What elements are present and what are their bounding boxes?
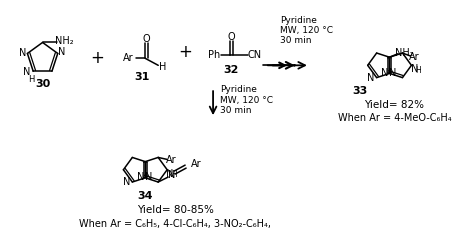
Text: N: N xyxy=(382,68,389,78)
Text: N: N xyxy=(168,170,176,180)
Text: N: N xyxy=(166,169,174,179)
Text: When Ar = 4-MeO-C₆H₄: When Ar = 4-MeO-C₆H₄ xyxy=(337,113,451,123)
Text: Pyridine
MW, 120 °C
30 min: Pyridine MW, 120 °C 30 min xyxy=(280,16,333,45)
Text: N: N xyxy=(58,48,65,58)
Text: 33: 33 xyxy=(352,86,367,96)
Text: N: N xyxy=(145,172,152,182)
Text: Yield= 82%: Yield= 82% xyxy=(365,100,425,110)
Text: 31: 31 xyxy=(135,72,150,82)
Text: N: N xyxy=(389,68,397,78)
Text: H: H xyxy=(171,170,177,179)
Text: When Ar = C₆H₅, 4-Cl-C₆H₄, 3-NO₂-C₆H₄,: When Ar = C₆H₅, 4-Cl-C₆H₄, 3-NO₂-C₆H₄, xyxy=(79,220,271,229)
Text: +: + xyxy=(178,43,192,61)
Text: O: O xyxy=(143,35,150,45)
Text: N: N xyxy=(123,177,130,187)
Text: O: O xyxy=(227,33,235,42)
Text: 34: 34 xyxy=(137,191,153,201)
Text: Pyridine
MW, 120 °C
30 min: Pyridine MW, 120 °C 30 min xyxy=(220,85,273,115)
Text: Ar: Ar xyxy=(123,53,134,63)
Text: NH₂: NH₂ xyxy=(55,37,74,47)
Text: H: H xyxy=(158,62,166,72)
Text: Ar: Ar xyxy=(166,155,176,165)
Text: Ar: Ar xyxy=(409,52,420,62)
Text: N: N xyxy=(23,67,30,77)
Text: CN: CN xyxy=(248,50,262,60)
Text: Ph: Ph xyxy=(208,50,220,60)
Text: 30: 30 xyxy=(35,79,50,89)
Text: N: N xyxy=(19,49,26,59)
Text: N: N xyxy=(411,64,418,74)
Text: Ar: Ar xyxy=(191,159,201,169)
Text: Yield= 80-85%: Yield= 80-85% xyxy=(137,205,214,215)
Text: H: H xyxy=(28,75,35,84)
Text: NH₂: NH₂ xyxy=(395,48,413,58)
Text: N: N xyxy=(367,73,374,83)
Text: H: H xyxy=(416,66,421,75)
Text: +: + xyxy=(91,49,104,67)
Text: N: N xyxy=(137,172,145,182)
Text: 32: 32 xyxy=(223,65,239,75)
